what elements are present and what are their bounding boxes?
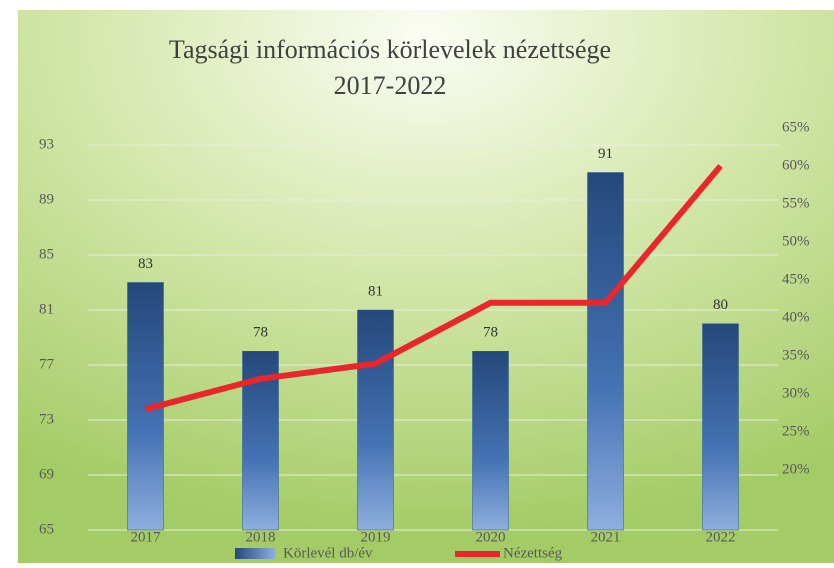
data-label: 83 [138, 256, 153, 272]
y2-tick-label: 50% [782, 233, 810, 249]
data-label: 91 [598, 146, 613, 162]
x-tick-label: 2020 [476, 529, 506, 545]
y-tick-label: 69 [39, 466, 54, 482]
y2-tick-label: 40% [782, 309, 810, 325]
x-tick-label: 2017 [131, 529, 162, 545]
x-tick-label: 2019 [361, 529, 391, 545]
bar [472, 351, 509, 531]
y2-tick-label: 55% [782, 195, 810, 211]
data-label: 80 [713, 297, 728, 313]
x-tick-label: 2022 [706, 529, 736, 545]
y-tick-label: 93 [39, 136, 54, 152]
legend-label: Nézettség [503, 545, 563, 561]
y2-tick-label: 20% [782, 461, 810, 477]
bar [587, 172, 624, 531]
x-tick-label: 2021 [591, 529, 621, 545]
y-tick-label: 77 [39, 356, 55, 372]
data-label: 81 [368, 283, 383, 299]
y-tick-label: 65 [39, 521, 54, 537]
legend-label: Körlevél db/év [283, 545, 373, 561]
line [144, 164, 723, 413]
x-tick-label: 2018 [246, 529, 276, 545]
data-label: 78 [253, 325, 268, 341]
y-tick-label: 73 [39, 411, 54, 427]
bar [357, 309, 394, 531]
y2-tick-label: 60% [782, 157, 810, 173]
y2-tick-label: 25% [782, 423, 810, 439]
chart-subtitle: 2017-2022 [334, 71, 447, 100]
y2-tick-label: 35% [782, 347, 810, 363]
legend-swatch [235, 548, 275, 559]
bar [702, 323, 739, 531]
y2-tick-label: 30% [782, 385, 810, 401]
y-tick-label: 89 [39, 191, 54, 207]
y2-tick-label: 65% [782, 119, 810, 135]
chart-title: Tagsági információs körlevelek nézettség… [169, 35, 611, 64]
y2-tick-label: 45% [782, 271, 810, 287]
y-tick-label: 81 [39, 301, 54, 317]
y-tick-label: 85 [39, 246, 54, 262]
data-label: 78 [483, 325, 498, 341]
